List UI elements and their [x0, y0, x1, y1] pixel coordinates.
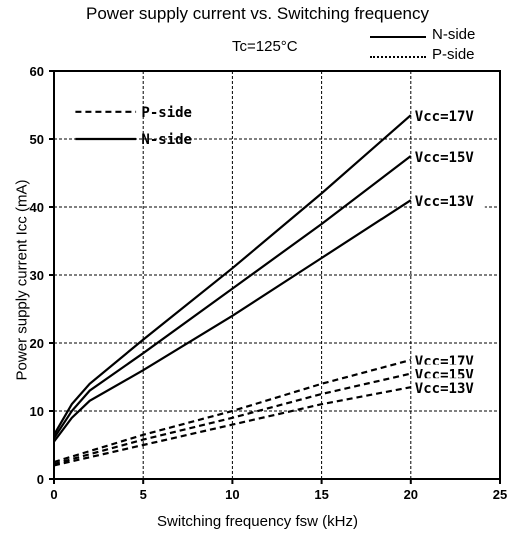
- series-line-p-vcc13v: [53, 386, 412, 467]
- condition-label: Tc=125°C: [232, 38, 298, 55]
- inner-legend-label: P-side: [141, 105, 192, 121]
- y-tick-label: 40: [30, 200, 44, 215]
- series-label-bg: [412, 191, 485, 210]
- y-tick-label: 60: [30, 64, 44, 79]
- series-label: Vcc=13V: [415, 194, 475, 210]
- inner-legend-label: N-side: [141, 132, 192, 148]
- series-line-p-vcc17v: [53, 358, 412, 464]
- data-series: Vcc=17VVcc=15VVcc=13VVcc=17VVcc=15VVcc=1…: [53, 106, 485, 467]
- series-line-n-vcc17v: [53, 114, 412, 436]
- legend-label: N-side: [432, 26, 476, 43]
- series-label: Vcc=17V: [415, 109, 475, 125]
- series-label-bg: [412, 351, 485, 369]
- series-label: Vcc=13V: [415, 381, 475, 397]
- series-line-p-vcc15v: [53, 372, 412, 466]
- x-tick-label: 25: [493, 487, 507, 502]
- header-legend: N-side P-side: [368, 26, 508, 70]
- legend-label: P-side: [432, 46, 475, 63]
- y-tick-label: 20: [30, 336, 44, 351]
- series-line-n-vcc13v: [53, 199, 412, 443]
- header-legend-item-dotted: P-side: [368, 46, 508, 66]
- grid-lines: [54, 71, 500, 479]
- x-tick-label: 5: [140, 487, 147, 502]
- header-legend-item-solid: N-side: [368, 26, 508, 46]
- chart-title: Power supply current vs. Switching frequ…: [86, 4, 429, 23]
- y-axis-label: Power supply current Icc (mA): [13, 179, 31, 381]
- legend-solid-line-swatch: [370, 36, 426, 38]
- y-tick-label: 10: [30, 404, 44, 419]
- axis-ticks: 0 10 20 30 40 50 60 0 5 10 15 20 25: [30, 64, 508, 502]
- inner-legend: P-side N-side: [75, 105, 192, 148]
- x-axis-label: Switching frequency fsw (kHz): [157, 513, 358, 530]
- y-tick-label: 0: [37, 472, 44, 487]
- y-tick-label: 30: [30, 268, 44, 283]
- x-tick-label: 10: [225, 487, 239, 502]
- series-label-bg: [412, 364, 485, 383]
- y-tick-label: 50: [30, 132, 44, 147]
- legend-dotted-line-swatch: [370, 56, 426, 58]
- x-tick-label: 15: [314, 487, 328, 502]
- series-label-bg: [412, 147, 485, 165]
- series-label-bg: [412, 106, 485, 125]
- series-line-n-vcc15v: [53, 155, 412, 439]
- series-label: Vcc=15V: [415, 150, 475, 166]
- series-label-bg: [412, 378, 485, 397]
- x-tick-label: 0: [50, 487, 57, 502]
- x-tick-label: 20: [404, 487, 418, 502]
